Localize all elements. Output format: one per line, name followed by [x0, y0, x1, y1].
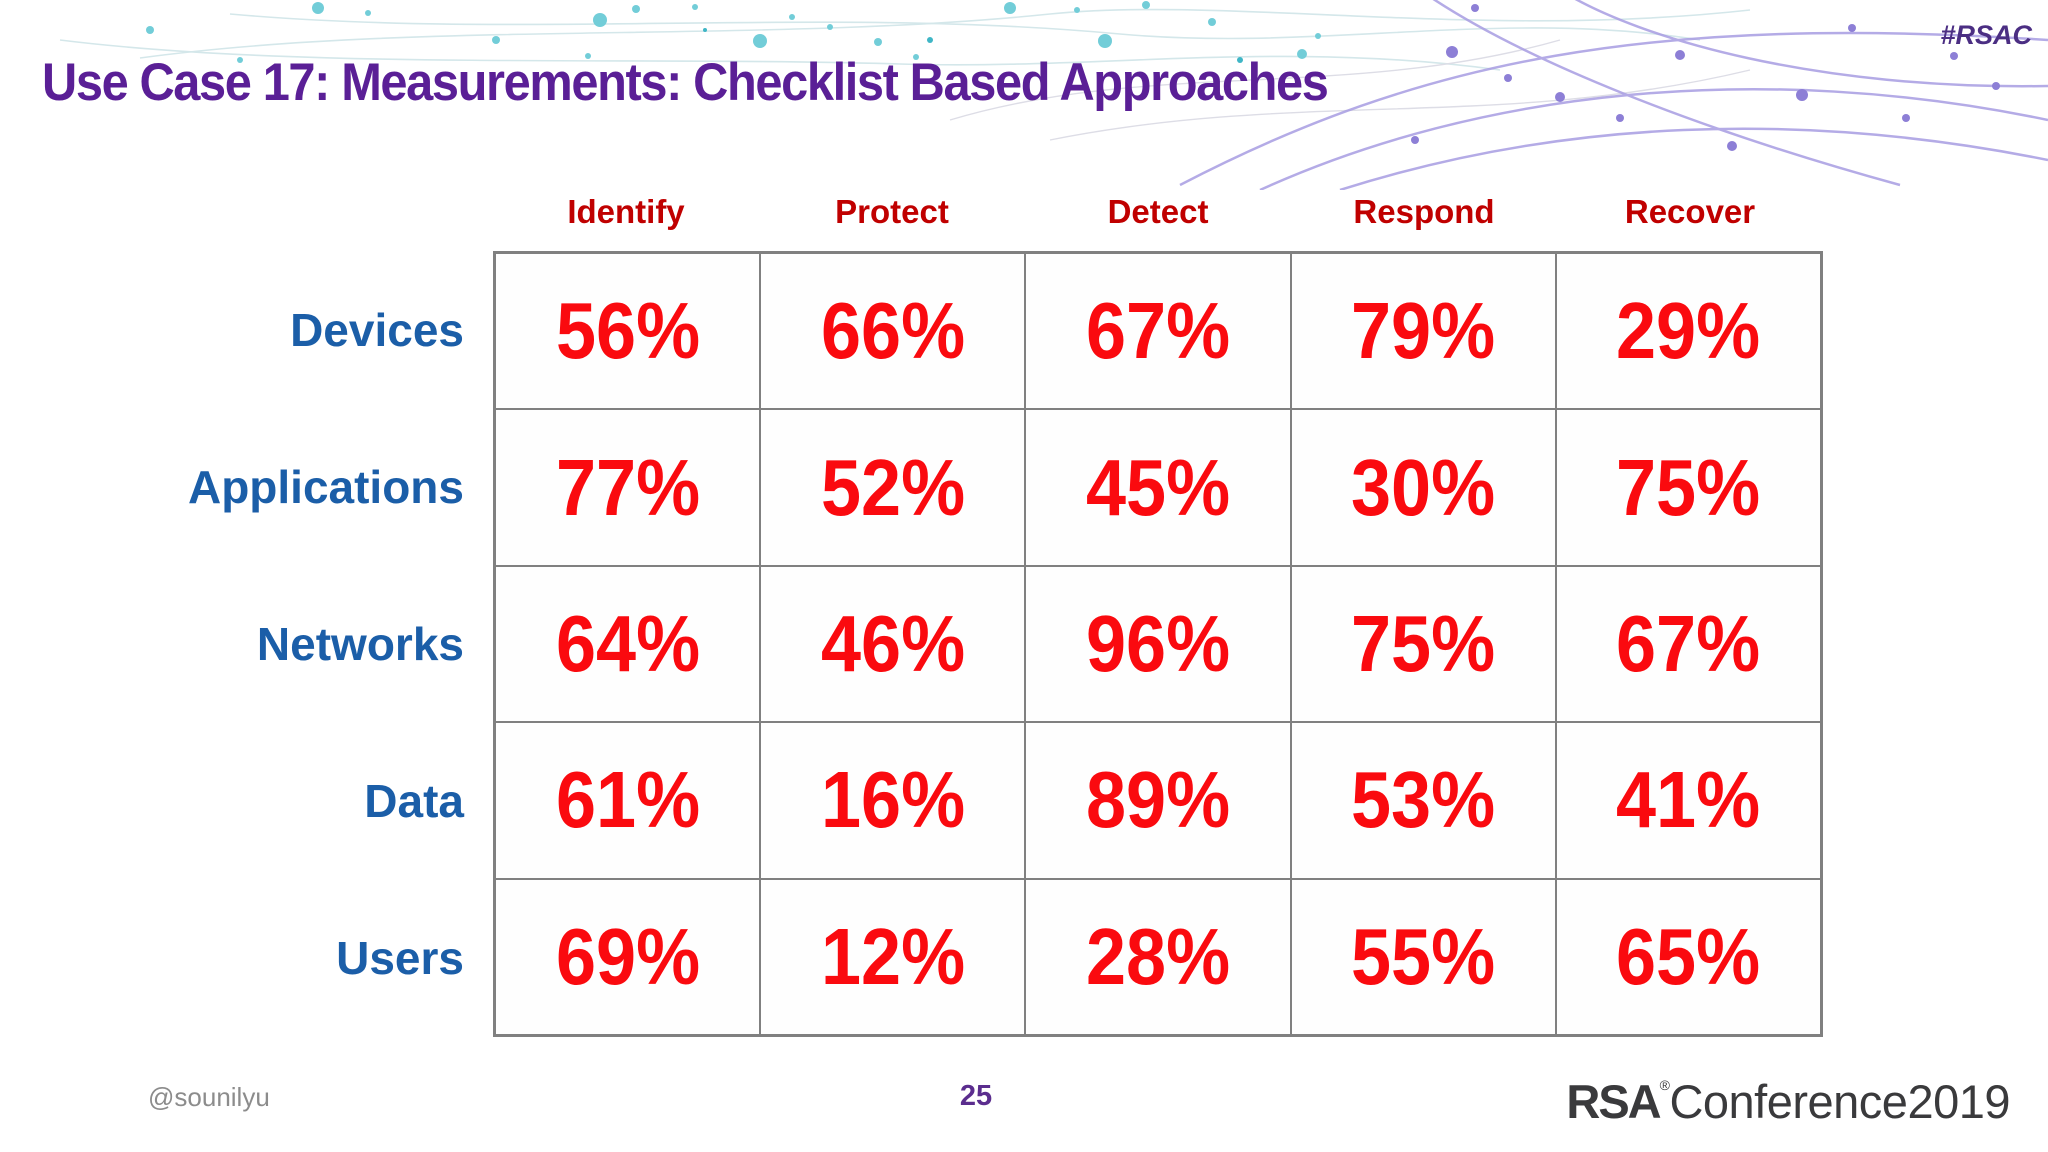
rsa-conference-logo: RSA®Conference2019	[1566, 1074, 2010, 1129]
table-cell: 69%	[495, 878, 761, 1035]
column-header-protect: Protect	[835, 193, 949, 230]
row-label-applications: Applications	[187, 460, 464, 513]
table-cell: 96%	[1025, 565, 1291, 723]
table-cell: 77%	[495, 409, 761, 566]
rsa-logo-bold: RSA	[1566, 1075, 1661, 1128]
table-cell: 67%	[1025, 253, 1291, 410]
percentage-value: 56%	[555, 286, 700, 376]
percentage-value: 16%	[820, 755, 965, 845]
slide-page-number: 25	[959, 1080, 993, 1112]
percentage-value: 29%	[1616, 286, 1761, 376]
percentage-value: 46%	[820, 598, 965, 688]
table-cell: 66%	[760, 253, 1026, 410]
table-cell: 45%	[1025, 409, 1291, 566]
percentage-value: 69%	[555, 911, 700, 1001]
percentage-value: 53%	[1351, 755, 1496, 845]
percentage-value: 79%	[1351, 286, 1496, 376]
table-cell: 75%	[1555, 409, 1821, 566]
table-cell: 30%	[1290, 409, 1556, 566]
table-cell: 65%	[1555, 878, 1821, 1035]
row-label-users: Users	[336, 932, 464, 985]
table-cell: 79%	[1290, 253, 1556, 410]
measurements-table: 56% 66% 67% 79% 29% 77% 52% 45% 30% 75% 64% 46% 96% 7…	[493, 251, 1823, 1037]
table-cell: 46%	[760, 565, 1026, 723]
rsac-hashtag: #RSAC	[1940, 20, 2032, 50]
percentage-value: 12%	[820, 911, 965, 1001]
table-cell: 67%	[1555, 565, 1821, 723]
column-header-detect: Detect	[1107, 193, 1209, 230]
table-cell: 75%	[1290, 565, 1556, 723]
percentage-value: 64%	[555, 598, 700, 688]
row-labels: Devices Applications Networks Data Users	[60, 251, 480, 1037]
column-headers: Identify Protect Detect Respond Recover	[493, 178, 1823, 246]
column-header-recover: Recover	[1624, 193, 1756, 230]
percentage-value: 67%	[1085, 286, 1231, 376]
rsa-logo-registered-mark: ®	[1659, 1077, 1670, 1093]
slide-title: Use Case 17: Measurements: Checklist Bas…	[42, 53, 1329, 112]
table-cell: 12%	[760, 878, 1026, 1035]
percentage-value: 41%	[1616, 755, 1761, 845]
percentage-value: 65%	[1616, 911, 1761, 1001]
percentage-value: 52%	[820, 442, 965, 532]
row-label-data: Data	[364, 775, 464, 828]
table-cell: 61%	[495, 722, 761, 879]
row-label-devices: Devices	[290, 303, 464, 356]
row-label-networks: Networks	[256, 617, 464, 670]
percentage-value: 96%	[1085, 598, 1231, 688]
table-cell: 16%	[760, 722, 1026, 879]
percentage-value: 77%	[555, 442, 700, 532]
table-cell: 41%	[1555, 722, 1821, 879]
table-cell: 53%	[1290, 722, 1556, 879]
column-header-identify: Identify	[567, 193, 685, 230]
twitter-handle: @sounilyu	[148, 1082, 270, 1112]
table-cell: 64%	[495, 565, 761, 723]
column-header-respond: Respond	[1353, 193, 1495, 230]
percentage-value: 67%	[1616, 598, 1761, 688]
percentage-value: 89%	[1085, 755, 1231, 845]
table-cell: 52%	[760, 409, 1026, 566]
percentage-value: 66%	[820, 286, 965, 376]
table-cell: 28%	[1025, 878, 1291, 1035]
percentage-value: 55%	[1351, 911, 1496, 1001]
table-cell: 89%	[1025, 722, 1291, 879]
percentage-value: 45%	[1085, 442, 1231, 532]
table-cell: 56%	[495, 253, 761, 410]
percentage-value: 75%	[1351, 598, 1496, 688]
table-cell: 55%	[1290, 878, 1556, 1035]
percentage-value: 30%	[1351, 442, 1496, 532]
percentage-value: 61%	[555, 755, 700, 845]
percentage-value: 75%	[1616, 442, 1761, 532]
rsa-logo-light: Conference2019	[1669, 1075, 2010, 1128]
percentage-value: 28%	[1085, 911, 1231, 1001]
table-cell: 29%	[1555, 253, 1821, 410]
